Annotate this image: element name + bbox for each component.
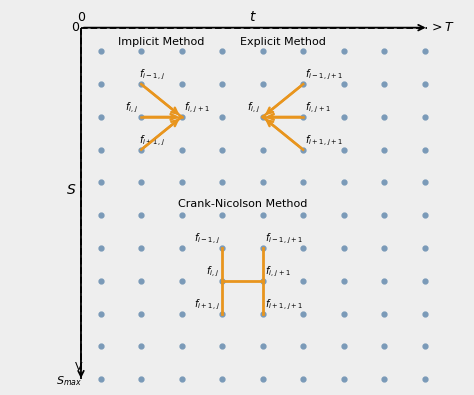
Text: Explicit Method: Explicit Method bbox=[240, 38, 326, 47]
Text: $t$: $t$ bbox=[249, 10, 257, 24]
Text: $f_{i,\,j+1}$: $f_{i,\,j+1}$ bbox=[184, 101, 210, 115]
Text: $f_{i,\,j}$: $f_{i,\,j}$ bbox=[206, 265, 220, 279]
Text: V: V bbox=[75, 362, 83, 372]
Text: Implicit Method: Implicit Method bbox=[118, 38, 205, 47]
Text: $f_{i+1,\,j+1}$: $f_{i+1,\,j+1}$ bbox=[305, 134, 344, 148]
Text: $f_{i-1,\,j+1}$: $f_{i-1,\,j+1}$ bbox=[264, 232, 303, 246]
Text: $S_{max}$: $S_{max}$ bbox=[56, 374, 82, 388]
Text: $f_{i-1,\,j+1}$: $f_{i-1,\,j+1}$ bbox=[305, 68, 344, 82]
Text: $f_{i,\,j+1}$: $f_{i,\,j+1}$ bbox=[305, 101, 331, 115]
Text: 0: 0 bbox=[77, 11, 85, 24]
Text: $f_{i+1,\,j}$: $f_{i+1,\,j}$ bbox=[139, 134, 166, 148]
Text: $f_{i+1,\,j+1}$: $f_{i+1,\,j+1}$ bbox=[264, 297, 303, 312]
Text: $S$: $S$ bbox=[66, 182, 76, 197]
Text: $f_{i-1,\,j}$: $f_{i-1,\,j}$ bbox=[194, 232, 220, 246]
Text: $f_{i,\,j+1}$: $f_{i,\,j+1}$ bbox=[264, 265, 291, 279]
Text: $>T$: $>T$ bbox=[429, 21, 455, 34]
Text: $f_{i,\,j}$: $f_{i,\,j}$ bbox=[126, 101, 139, 115]
Text: $f_{i-1,\,j}$: $f_{i-1,\,j}$ bbox=[139, 68, 166, 82]
Text: 0: 0 bbox=[71, 21, 79, 34]
Text: Crank-Nicolson Method: Crank-Nicolson Method bbox=[178, 199, 307, 209]
Text: $f_{i,\,j}$: $f_{i,\,j}$ bbox=[247, 101, 261, 115]
Text: $f_{i+1,\,j}$: $f_{i+1,\,j}$ bbox=[194, 297, 220, 312]
